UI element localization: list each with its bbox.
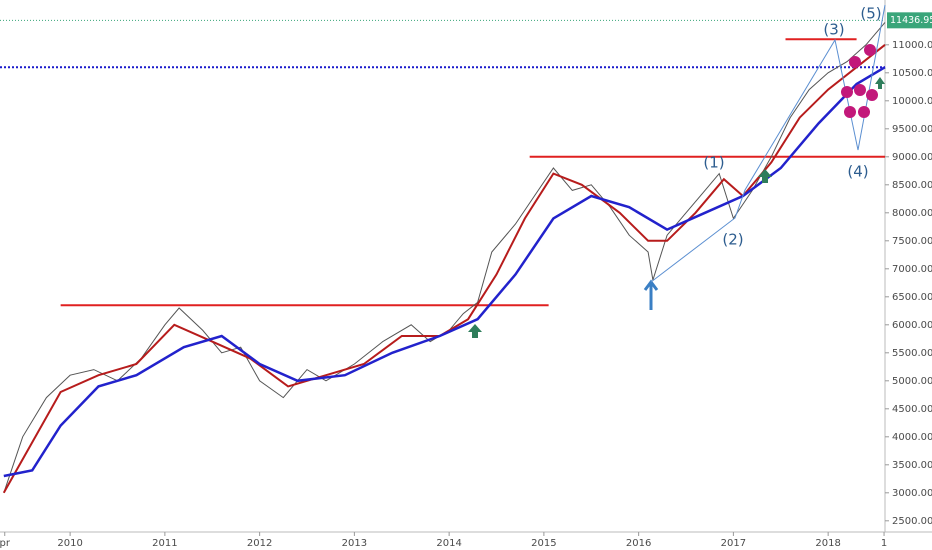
wave-line [650, 4, 886, 283]
x-tick-label: 2015 [531, 538, 556, 549]
x-tick-label: 2012 [247, 538, 272, 549]
y-tick-label: 3000.00 [892, 488, 932, 499]
wave-label: (2) [722, 231, 743, 249]
y-tick-label: 9500.00 [892, 124, 932, 135]
x-tick-label: 2011 [152, 538, 177, 549]
up-arrow [875, 77, 885, 89]
y-tick-label: 7500.00 [892, 236, 932, 247]
up-arrow [468, 324, 482, 338]
x-tick-label: 2016 [626, 538, 651, 549]
axis-panel [885, 0, 932, 532]
y-tick-label: 7000.00 [892, 264, 932, 275]
markers [841, 44, 878, 118]
plot [0, 19, 886, 494]
price-label: 11436.95 [890, 15, 932, 26]
marker [866, 89, 878, 101]
marker [858, 106, 870, 118]
y-tick-label: 4000.00 [892, 432, 932, 443]
wave-label: (4) [847, 163, 868, 181]
price-tag [887, 12, 932, 29]
y-tick-label: 8000.00 [892, 208, 932, 219]
wave-label: (3) [823, 21, 844, 39]
marker [854, 84, 866, 96]
y-tick-label: 6500.00 [892, 292, 932, 303]
y-tick-label: 3500.00 [892, 460, 932, 471]
series-line [3, 22, 886, 493]
x-tick-label: 2010 [57, 538, 82, 549]
x-tick-label: pr [0, 538, 11, 549]
y-tick-label: 5000.00 [892, 376, 932, 387]
y-tick-label: 6000.00 [892, 320, 932, 331]
series-line [2, 44, 886, 494]
wave-label: (1) [703, 154, 724, 172]
x-tick-label: 2018 [815, 538, 840, 549]
y-tick-label: 10500.00 [892, 68, 932, 79]
y-tick-label: 5500.00 [892, 348, 932, 359]
y-tick-label: 10000.00 [892, 96, 932, 107]
x-tick-label: 2017 [721, 538, 746, 549]
x-tick-label: 2014 [436, 538, 461, 549]
marker [841, 86, 853, 98]
series-line [3, 66, 886, 478]
x-tick-label: 2013 [342, 538, 367, 549]
x-tick-label: 1 [881, 538, 887, 549]
y-tick-label: 8500.00 [892, 180, 932, 191]
up-arrow [758, 169, 772, 183]
y-tick-label: 11000.00 [892, 40, 932, 51]
y-tick-label: 9000.00 [892, 152, 932, 163]
wave-label: (5) [860, 5, 881, 23]
y-tick-label: 4500.00 [892, 404, 932, 415]
marker [844, 106, 856, 118]
y-tick-label: 2500.00 [892, 516, 932, 527]
marker [864, 44, 876, 56]
marker [849, 56, 861, 68]
blue-arrow [643, 279, 659, 310]
